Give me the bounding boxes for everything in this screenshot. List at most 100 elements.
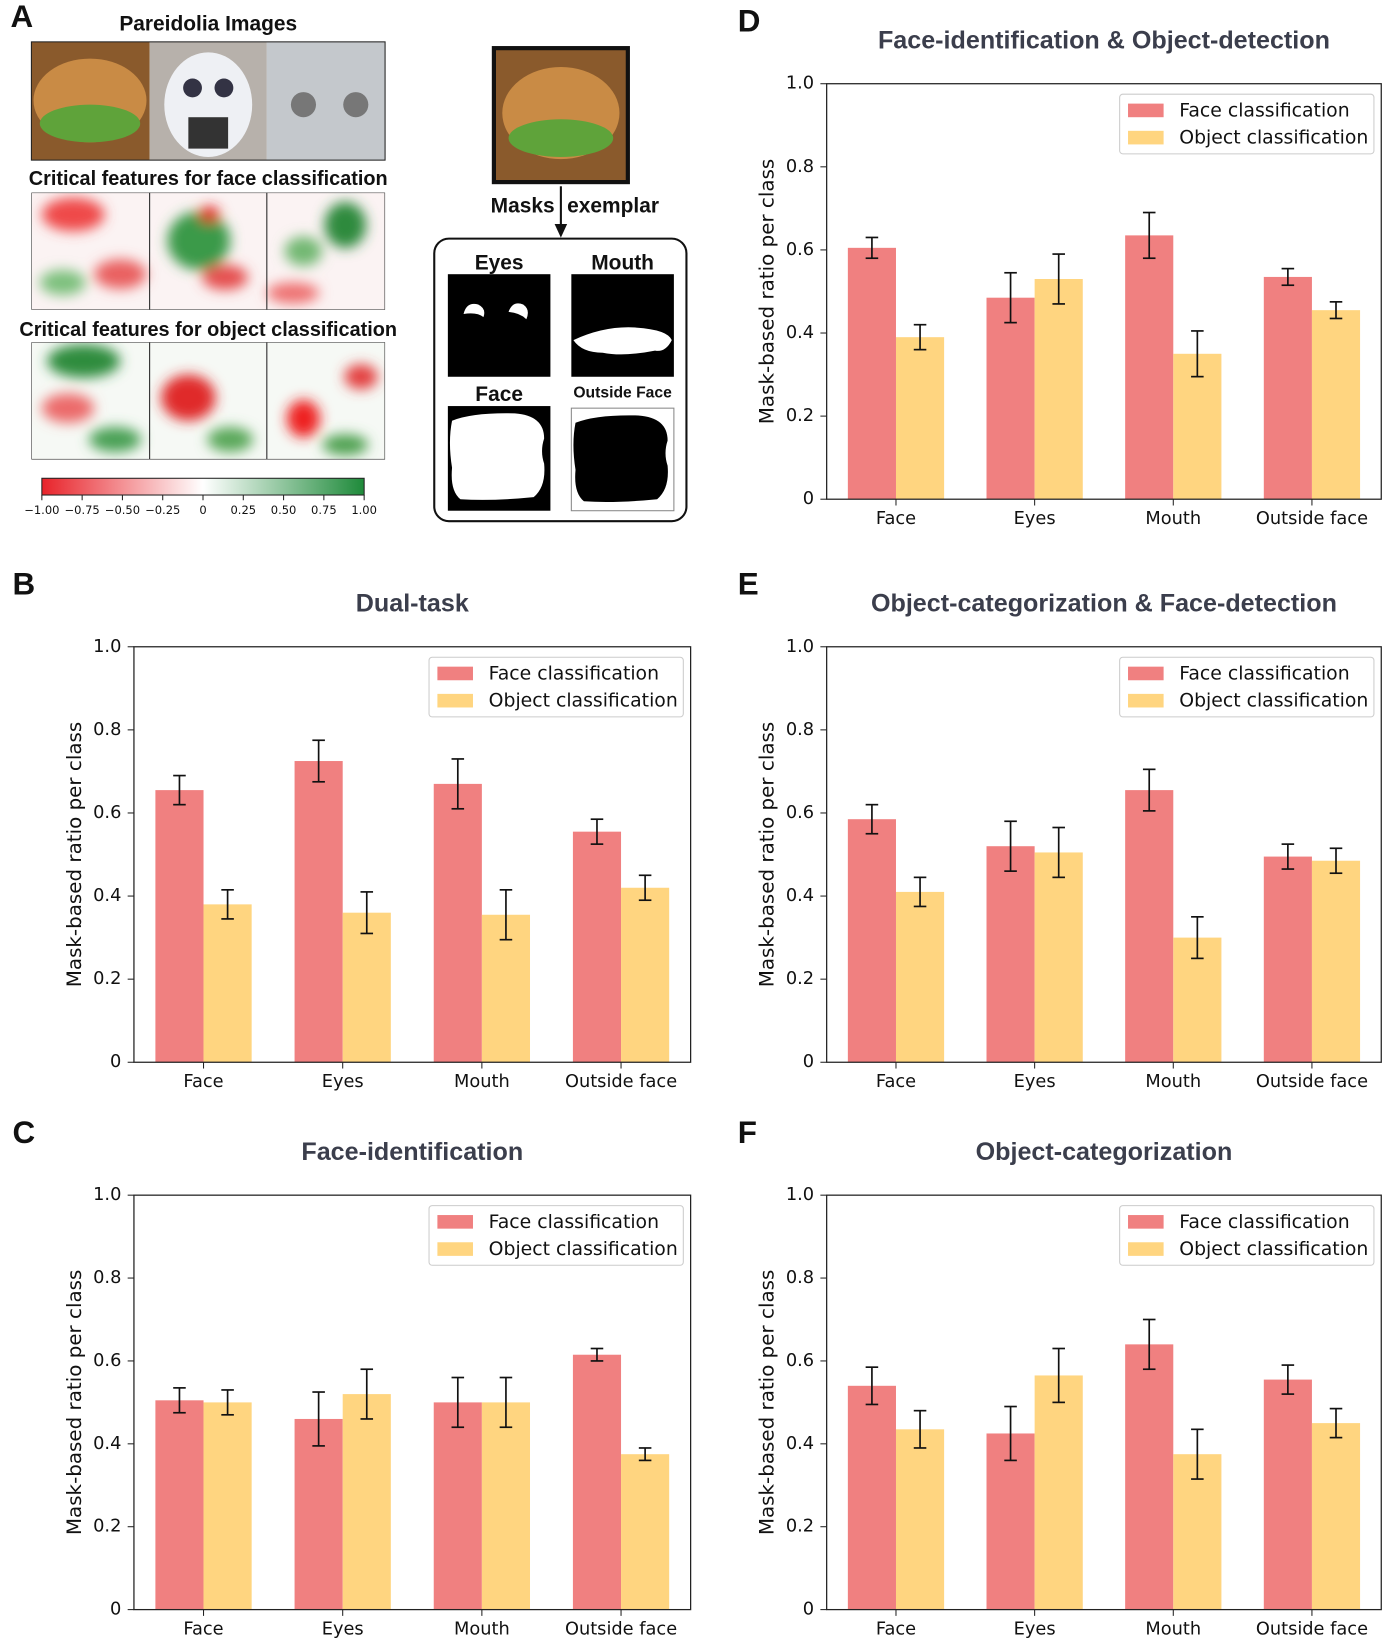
colorbar-tick-label: −0.25 bbox=[145, 503, 180, 517]
y-tick-label: 0.8 bbox=[786, 156, 814, 177]
x-tick-label: Eyes bbox=[1014, 1618, 1056, 1639]
panel-letter: B bbox=[13, 566, 36, 601]
x-tick-label: Outside face bbox=[565, 1618, 677, 1639]
bar bbox=[482, 1402, 530, 1609]
x-tick-label: Mouth bbox=[454, 1071, 510, 1092]
legend-swatch bbox=[437, 667, 473, 681]
x-tick-label: Face bbox=[183, 1618, 223, 1639]
y-axis-label: Mask-based ratio per class bbox=[756, 1270, 779, 1536]
chart-title: Face-identification bbox=[301, 1138, 523, 1166]
bar bbox=[848, 1386, 896, 1610]
y-tick-label: 0.8 bbox=[93, 1267, 121, 1288]
bar bbox=[1125, 790, 1173, 1062]
panel-letter: F bbox=[738, 1115, 757, 1150]
bar bbox=[295, 1419, 343, 1610]
bar bbox=[155, 790, 203, 1062]
legend-swatch bbox=[1128, 667, 1164, 681]
bar bbox=[848, 248, 896, 499]
legend-label: Object classification bbox=[1179, 128, 1368, 149]
bar bbox=[896, 1429, 944, 1609]
x-tick-label: Eyes bbox=[1014, 1071, 1056, 1092]
bar bbox=[155, 1400, 203, 1609]
y-tick-label: 1.0 bbox=[93, 1184, 121, 1205]
bar bbox=[621, 1454, 669, 1609]
panel-letter: D bbox=[738, 3, 761, 38]
legend-swatch bbox=[1128, 1242, 1164, 1256]
y-tick-label: 0.8 bbox=[93, 719, 121, 740]
y-tick-label: 1.0 bbox=[786, 73, 814, 94]
bar bbox=[1264, 857, 1312, 1063]
bar bbox=[1035, 852, 1083, 1062]
x-tick-label: Outside face bbox=[1256, 1618, 1368, 1639]
legend-swatch bbox=[1128, 1215, 1164, 1229]
x-tick-label: Mouth bbox=[1145, 1071, 1201, 1092]
legend-label: Face classification bbox=[1179, 1212, 1349, 1233]
panel-letter: C bbox=[13, 1115, 36, 1150]
panel-letter: E bbox=[738, 566, 759, 601]
images-title: Pareidolia Images bbox=[119, 13, 297, 36]
bar bbox=[987, 298, 1035, 500]
y-tick-label: 1.0 bbox=[93, 636, 121, 657]
bar bbox=[896, 892, 944, 1062]
y-tick-label: 0 bbox=[803, 1599, 814, 1620]
y-tick-label: 1.0 bbox=[786, 1184, 814, 1205]
legend-label: Face classification bbox=[489, 663, 659, 684]
x-tick-label: Face bbox=[876, 1071, 916, 1092]
legend-swatch bbox=[437, 694, 473, 708]
legend-label: Face classification bbox=[1179, 100, 1349, 121]
bar bbox=[896, 337, 944, 499]
mask-title: Mouth bbox=[591, 251, 654, 274]
bar bbox=[987, 846, 1035, 1062]
x-tick-label: Mouth bbox=[1145, 1618, 1201, 1639]
y-tick-label: 0.8 bbox=[786, 1267, 814, 1288]
bar bbox=[1312, 1423, 1360, 1609]
bar bbox=[1312, 310, 1360, 499]
bar bbox=[1035, 1375, 1083, 1609]
bar bbox=[343, 913, 391, 1063]
legend-swatch bbox=[1128, 694, 1164, 708]
bar bbox=[204, 1402, 252, 1609]
bar bbox=[848, 819, 896, 1062]
x-tick-label: Face bbox=[183, 1071, 223, 1092]
y-tick-label: 0.8 bbox=[786, 719, 814, 740]
figure: A Pareidolia Images Critical features fo… bbox=[0, 0, 1398, 1641]
colorbar-tick-label: 0.50 bbox=[271, 503, 297, 517]
legend-label: Object classification bbox=[489, 1239, 678, 1260]
object-features-title: Critical features for object classificat… bbox=[19, 319, 397, 341]
y-tick-label: 0.6 bbox=[786, 1350, 814, 1371]
x-tick-label: Outside face bbox=[1256, 508, 1368, 529]
bar bbox=[1264, 277, 1312, 499]
legend-label: Face classification bbox=[1179, 663, 1349, 684]
bar bbox=[1264, 1380, 1312, 1610]
y-axis-label: Mask-based ratio per class bbox=[63, 1270, 86, 1536]
bar bbox=[573, 1355, 621, 1610]
pareidolia-images bbox=[31, 42, 385, 160]
y-tick-label: 0.6 bbox=[93, 802, 121, 823]
colorbar-tick-label: −0.50 bbox=[105, 503, 140, 517]
y-axis-label: Mask-based ratio per class bbox=[756, 722, 779, 988]
bar bbox=[434, 1402, 482, 1609]
face-features-title: Critical features for face classificatio… bbox=[29, 168, 388, 190]
bar bbox=[204, 904, 252, 1062]
legend-swatch bbox=[1128, 104, 1164, 118]
x-tick-label: Outside face bbox=[1256, 1071, 1368, 1092]
legend-swatch bbox=[437, 1242, 473, 1256]
y-tick-label: 0 bbox=[110, 1599, 121, 1620]
legend-label: Object classification bbox=[1179, 1239, 1368, 1260]
y-tick-label: 0 bbox=[803, 488, 814, 509]
page: {"panel_a": {"letter": "A", "title": "Pa… bbox=[0, 0, 1398, 1641]
y-tick-label: 0.6 bbox=[786, 239, 814, 260]
chart-title: Dual-task bbox=[356, 590, 469, 618]
colorbar-tick-label: 0.25 bbox=[230, 503, 256, 517]
bar bbox=[573, 832, 621, 1063]
x-tick-label: Mouth bbox=[1145, 508, 1201, 529]
y-tick-label: 0.4 bbox=[786, 885, 814, 906]
mask-title: Face bbox=[475, 383, 523, 406]
bar bbox=[434, 784, 482, 1062]
legend-label: Face classification bbox=[489, 1212, 659, 1233]
y-tick-label: 0.2 bbox=[93, 1516, 121, 1537]
chart-title: Object-categorization & Face-detection bbox=[871, 590, 1337, 618]
colorbar-tick-label: −0.75 bbox=[65, 503, 100, 517]
y-tick-label: 0.2 bbox=[786, 1516, 814, 1537]
y-tick-label: 0.4 bbox=[786, 322, 814, 343]
